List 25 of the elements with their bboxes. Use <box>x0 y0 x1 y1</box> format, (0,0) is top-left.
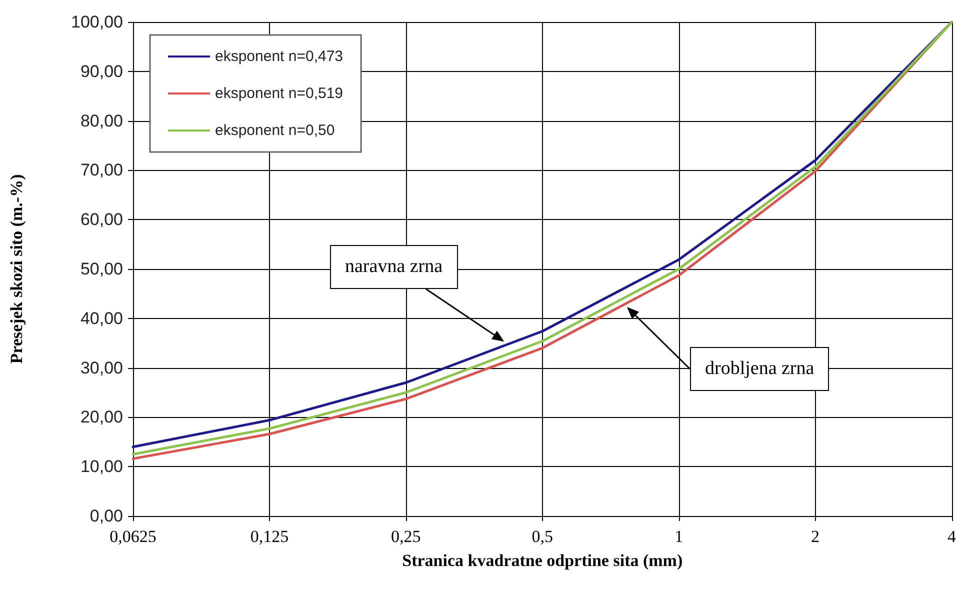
y-axis-title: Presejek skozi sito (m.-%) <box>7 174 26 364</box>
x-tick-label: 1 <box>674 527 684 546</box>
y-tick-label: 0,00 <box>90 506 123 526</box>
legend-label: eksponent n=0,50 <box>215 122 335 139</box>
x-tick-label: 2 <box>811 527 820 546</box>
x-tick-label: 4 <box>948 527 956 546</box>
y-tick-label: 20,00 <box>80 408 123 427</box>
x-axis-title: Stranica kvadratne odprtine sita (mm) <box>402 551 683 570</box>
legend-label: eksponent n=0,473 <box>215 48 344 65</box>
y-tick-label: 40,00 <box>80 308 123 328</box>
y-tick-label: 90,00 <box>80 62 123 81</box>
y-tick-label: 30,00 <box>80 358 123 378</box>
y-tick-label: 100,00 <box>71 12 123 32</box>
legend-label: eksponent n=0,519 <box>215 85 344 102</box>
x-tick-label: 0,0625 <box>110 527 156 546</box>
y-tick-label: 70,00 <box>80 160 123 180</box>
x-tick-label: 0,5 <box>532 527 553 546</box>
y-tick-label: 10,00 <box>80 457 123 476</box>
x-tick-label: 0,25 <box>391 527 421 546</box>
annotation: naravna zrna <box>330 245 458 289</box>
x-tick-label: 0,125 <box>250 527 289 546</box>
y-tick-label: 80,00 <box>80 111 123 130</box>
y-tick-label: 60,00 <box>80 210 123 230</box>
annotation: drobljena zrna <box>690 347 830 391</box>
y-tick-label: 50,00 <box>80 260 123 278</box>
